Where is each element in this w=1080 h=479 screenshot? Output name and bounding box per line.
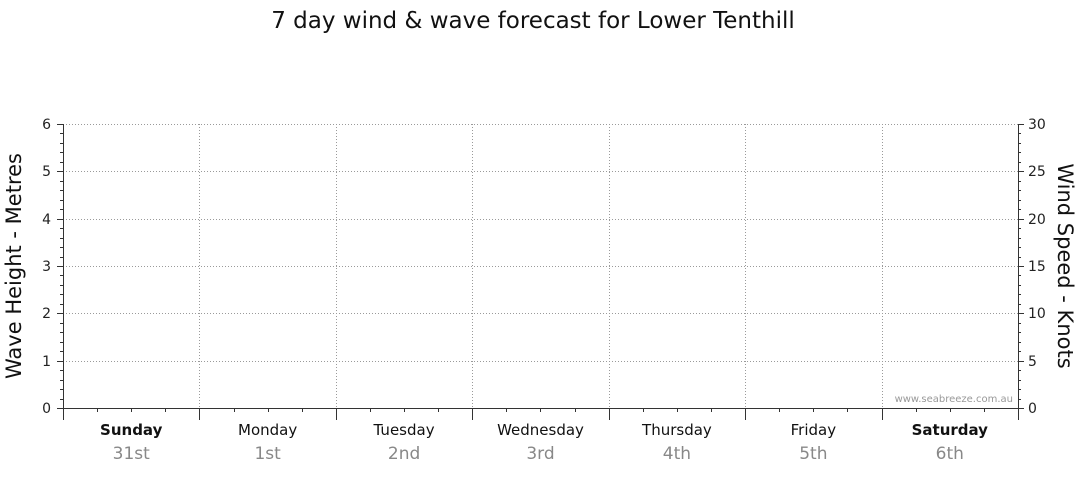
y-right-tick-label: 10 [1028, 306, 1046, 322]
y-right-tick-label: 25 [1028, 164, 1046, 180]
x-day-name-label: Saturday [912, 421, 989, 439]
x-day-date-label: 4th [663, 444, 691, 464]
x-day-name-label: Tuesday [373, 421, 435, 439]
y-left-tick-label: 0 [42, 401, 51, 417]
y-right-tick-label: 15 [1028, 259, 1046, 275]
x-day-date-label: 31st [113, 444, 150, 464]
y-left-tick-label: 1 [42, 354, 51, 370]
y-axis-left-label: Wave Height - Metres [2, 153, 26, 379]
x-day-date-label: 3rd [526, 444, 554, 464]
y-left-tick-label: 6 [42, 117, 51, 133]
y-left-tick-label: 2 [42, 306, 51, 322]
y-left-tick-label: 5 [42, 164, 51, 180]
plot-area: 0 1 2 3 4 5 6 0 5 10 15 20 25 30 Sunday 31st Monday 1st Tu… [42, 117, 1046, 464]
y-right-tick-label: 5 [1028, 354, 1037, 370]
x-day-date-label: 2nd [388, 444, 420, 464]
watermark: www.seabreeze.com.au [895, 394, 1013, 405]
y-right-tick-label: 20 [1028, 212, 1046, 228]
chart-title: 7 day wind & wave forecast for Lower Ten… [271, 8, 795, 34]
x-day-name-label: Wednesday [497, 421, 584, 439]
y-right-tick-label: 0 [1028, 401, 1037, 417]
x-day-date-label: 1st [254, 444, 281, 464]
x-day-name-label: Monday [238, 421, 297, 439]
y-left-tick-label: 4 [42, 212, 51, 228]
x-day-name-label: Friday [791, 421, 837, 439]
x-day-name-label: Sunday [100, 421, 163, 439]
y-left-tick-label: 3 [42, 259, 51, 275]
y-right-tick-label: 30 [1028, 117, 1046, 133]
x-day-name-label: Thursday [641, 421, 712, 439]
x-day-date-label: 5th [799, 444, 827, 464]
y-axis-right-label: Wind Speed - Knots [1053, 163, 1077, 368]
x-day-date-label: 6th [936, 444, 964, 464]
